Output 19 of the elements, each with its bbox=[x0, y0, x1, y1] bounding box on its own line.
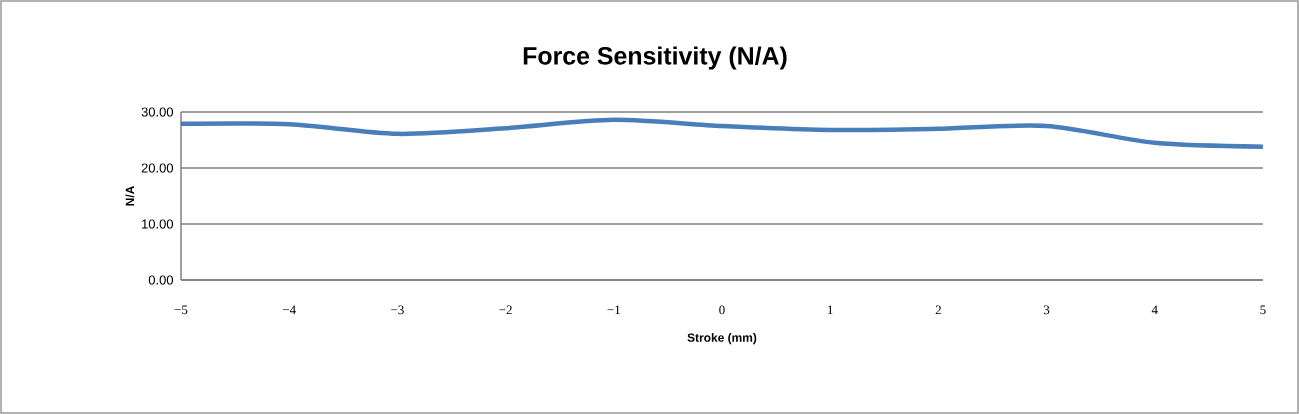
x-tick-label: −5 bbox=[174, 305, 188, 315]
x-tick-label: −2 bbox=[499, 305, 512, 315]
x-tick-label: 0 bbox=[719, 305, 725, 315]
x-tick-label: 1 bbox=[828, 305, 833, 315]
x-tick-label: 2 bbox=[935, 305, 941, 315]
y-tick-label: 10.00 bbox=[142, 219, 173, 229]
line-series bbox=[178, 117, 1266, 149]
x-tick-label: 4 bbox=[1151, 305, 1158, 315]
x-axis-title: Stroke (mm) bbox=[687, 333, 757, 345]
x-tick-label: 5 bbox=[1260, 305, 1266, 315]
y-tick-label: 30.00 bbox=[141, 107, 173, 117]
y-axis-title: N/A bbox=[125, 186, 135, 206]
y-tick-label: 20.00 bbox=[141, 163, 173, 173]
x-tick-label: 3 bbox=[1043, 305, 1050, 315]
y-tick-label: 0.00 bbox=[148, 275, 173, 285]
x-tick-label: −4 bbox=[282, 305, 296, 315]
chart-title: Force Sensitivity (N/A) bbox=[523, 46, 787, 70]
x-tick-label: −3 bbox=[391, 305, 404, 315]
x-tick-label: −1 bbox=[607, 305, 620, 315]
